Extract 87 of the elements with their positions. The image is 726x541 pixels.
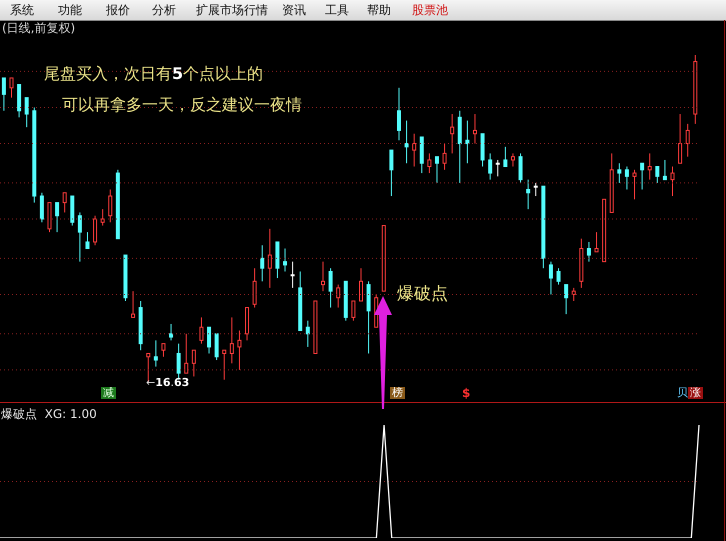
chart-title: (日线,前复权) [2, 20, 76, 37]
candlestick [131, 290, 136, 318]
text: 功能 [58, 2, 82, 19]
candlestick [108, 188, 112, 223]
candlestick [192, 350, 196, 377]
text: 涨 [690, 386, 701, 399]
candlestick [2, 77, 6, 112]
candlestick [556, 268, 561, 286]
candlestick [199, 316, 204, 344]
candlestick [207, 326, 212, 354]
candlestick [427, 152, 432, 174]
annotation: ←16.63 [146, 376, 190, 389]
candlestick [184, 333, 188, 374]
candlestick [85, 232, 90, 250]
candlestick [222, 350, 226, 380]
candlestick [93, 215, 98, 246]
candlestick [40, 192, 44, 223]
text: 分析 [152, 2, 176, 19]
candlestick [465, 120, 470, 164]
candlestick [678, 114, 682, 164]
candlestick [9, 77, 14, 98]
candlestick [503, 146, 508, 168]
candlestick [670, 166, 675, 197]
candlestick [648, 152, 652, 180]
annotation: 尾盘买入，次日有5个点以上的 [44, 64, 264, 83]
candlestick [321, 261, 326, 292]
candlestick [154, 340, 158, 368]
candlestick [442, 143, 447, 170]
annotation: 爆破点 [397, 284, 448, 304]
candlestick [586, 241, 591, 262]
candlestick [169, 323, 174, 341]
candlestick [283, 248, 288, 272]
text: 贝 [677, 386, 688, 399]
candlestick [214, 333, 219, 361]
candlestick [526, 179, 530, 210]
candlestick [496, 159, 500, 177]
text: $ [462, 386, 470, 400]
candlestick [396, 87, 401, 141]
candlestick [624, 166, 629, 190]
candlestick [518, 152, 523, 184]
text: 股票池 [412, 2, 448, 19]
candlestick [632, 169, 637, 200]
candlestick [548, 261, 553, 295]
text: 系统 [10, 2, 34, 19]
candlestick [572, 287, 576, 302]
candlestick [351, 300, 356, 322]
candlestick [328, 268, 333, 308]
candlestick [358, 268, 363, 302]
candlestick [24, 97, 29, 128]
text: 资讯 [282, 2, 306, 19]
candlestick [434, 156, 439, 184]
text: 榜 [392, 386, 403, 399]
text: 帮助 [367, 2, 391, 19]
candlestick [62, 192, 67, 213]
annotation: 可以再拿多一天，反之建议一夜情 [62, 95, 302, 114]
candlestick [100, 208, 105, 226]
candlestick [488, 152, 492, 180]
candlestick [290, 261, 295, 288]
candlestick [655, 166, 660, 184]
candlestick [55, 202, 60, 233]
candlestick [534, 182, 538, 197]
candlestick [260, 244, 264, 282]
text: 工具 [325, 2, 349, 19]
candlestick [78, 212, 82, 262]
candlestick [640, 162, 644, 190]
candlestick [594, 232, 599, 252]
candlestick [268, 228, 272, 288]
candlestick [450, 114, 454, 154]
candlestick [237, 330, 242, 370]
candlestick [662, 159, 667, 180]
text: 报价 [106, 2, 130, 19]
candlestick [252, 268, 257, 308]
candlestick [472, 114, 477, 144]
candlestick [564, 284, 568, 315]
text: 减 [103, 386, 114, 399]
candlestick [306, 320, 310, 348]
candlestick [686, 123, 690, 158]
candlestick [389, 150, 394, 197]
candlestick [336, 284, 340, 308]
candlestick [161, 343, 166, 358]
candlestick [412, 133, 416, 168]
chart-title: 爆破点 XG: 1.00 [1, 406, 97, 423]
candlestick [230, 316, 234, 364]
candlestick [510, 152, 515, 168]
candlestick [404, 120, 409, 164]
candlestick [617, 162, 622, 184]
text: 扩展市场行情 [196, 2, 268, 19]
